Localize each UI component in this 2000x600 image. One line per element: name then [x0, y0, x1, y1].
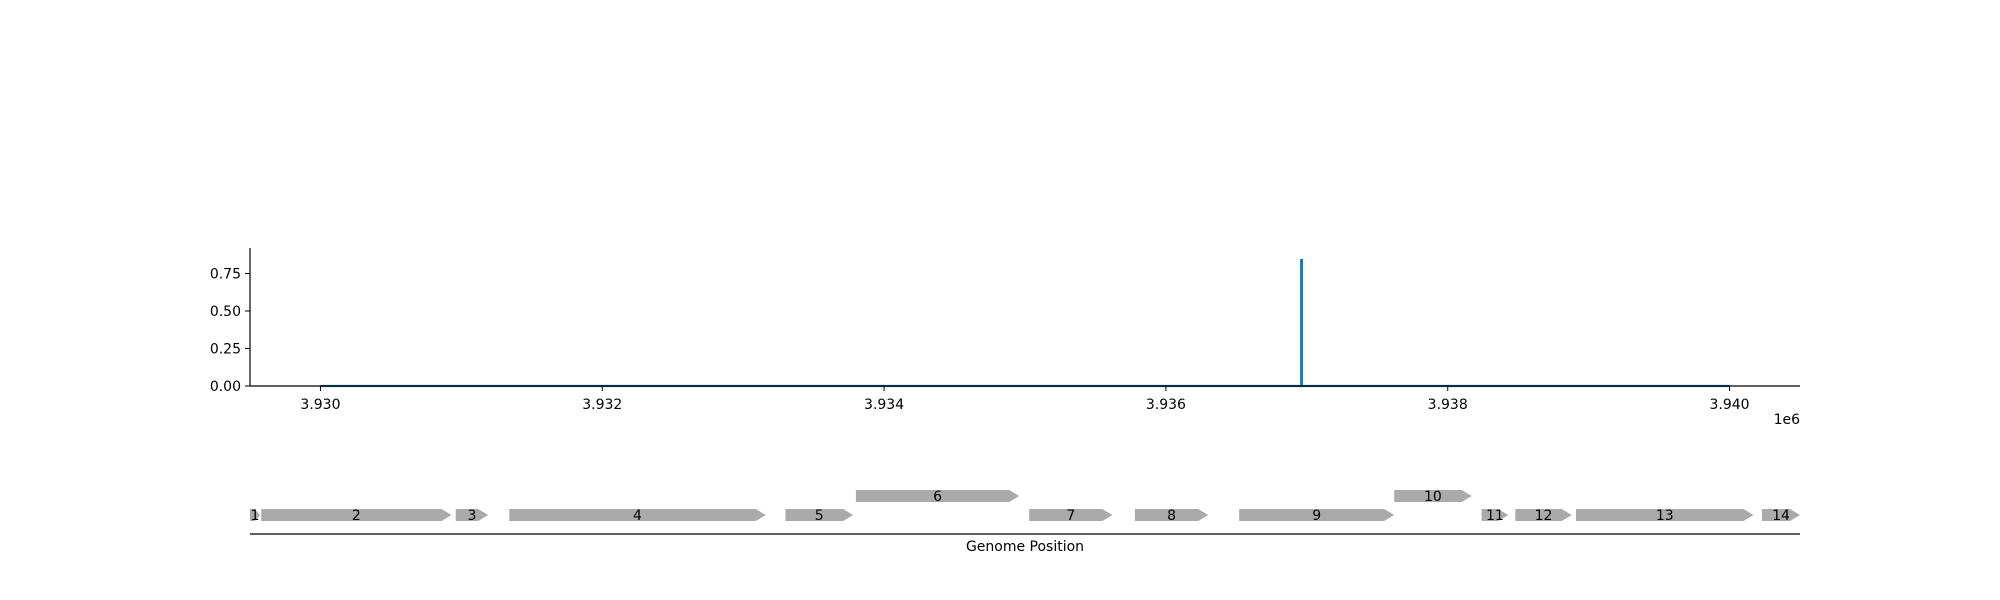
gene-label: 6 [933, 489, 942, 505]
gene-arrow [1481, 509, 1509, 521]
coverage-line-chart: 3.930 3.932 3.934 3.936 3.938 3.940 0.000.250… [210, 248, 1800, 428]
gene-7: 7 [1029, 508, 1113, 524]
gene-arrow [1239, 509, 1395, 521]
x-tick-label: 3.934 [864, 397, 904, 413]
gene-label: 12 [1535, 508, 1553, 524]
y-ticks-group: 0.00 0.25 0.50 0.75 [210, 267, 250, 395]
gene-1: 1 [250, 508, 260, 524]
y-tick-label: 0.00 [210, 379, 241, 395]
gene-arrow [455, 509, 489, 521]
x-offset-label: 1e6 [1774, 412, 1801, 428]
gene-3: 3 [455, 508, 489, 524]
gene-label: 10 [1424, 489, 1442, 505]
gene-13: 13 [1575, 508, 1754, 524]
y-tick-label: 0.50 [210, 304, 241, 320]
x-tick-label: 3.936 [1146, 397, 1186, 413]
gene-5: 5 [785, 508, 854, 524]
gene-label: 11 [1486, 508, 1504, 524]
gene-label: 4 [633, 508, 642, 524]
gene-12: 12 [1515, 508, 1572, 524]
gene-label: 7 [1066, 508, 1075, 524]
gene-11: 11 [1481, 508, 1509, 524]
gene-label: 1 [250, 508, 259, 524]
gene-2: 2 [261, 508, 452, 524]
x-tick-label: 3.930 [300, 397, 340, 413]
gene-arrow [1134, 509, 1209, 521]
gene-arrow [1029, 509, 1113, 521]
gene-label: 14 [1772, 508, 1790, 524]
x-tick-label: 3.932 [582, 397, 622, 413]
gene-arrow [785, 509, 854, 521]
line-series-group [320, 258, 1730, 388]
gene-14: 14 [1761, 508, 1800, 524]
gene-arrow [250, 509, 260, 521]
gene-arrow [509, 509, 766, 521]
gene-arrow [261, 509, 452, 521]
gene-arrow [855, 490, 1020, 502]
gene-arrow [1394, 490, 1472, 502]
gene-6: 6 [855, 489, 1020, 505]
gene-label: 3 [467, 508, 476, 524]
gene-label: 13 [1656, 508, 1674, 524]
gene-8: 8 [1134, 508, 1209, 524]
gene-label: 8 [1167, 508, 1176, 524]
x-tick-label: 3.940 [1709, 397, 1749, 413]
x-tick-label: 3.938 [1428, 397, 1468, 413]
gene-arrow [1515, 509, 1572, 521]
gene-map-xlabel: Genome Position [966, 539, 1084, 555]
gene-4: 4 [509, 508, 766, 524]
gene-9: 9 [1239, 508, 1395, 524]
gene-arrow [1575, 509, 1754, 521]
gene-10: 10 [1394, 489, 1472, 505]
series-line-0 [320, 258, 1730, 388]
gene-arrow [1761, 509, 1800, 521]
gene-label: 9 [1312, 508, 1321, 524]
gene-label: 5 [815, 508, 824, 524]
x-ticks-group: 3.930 3.932 3.934 3.936 3.938 3.940 [300, 386, 1750, 413]
gene-label: 2 [352, 508, 361, 524]
y-tick-label: 0.25 [210, 342, 241, 358]
y-tick-label: 0.75 [210, 267, 241, 283]
